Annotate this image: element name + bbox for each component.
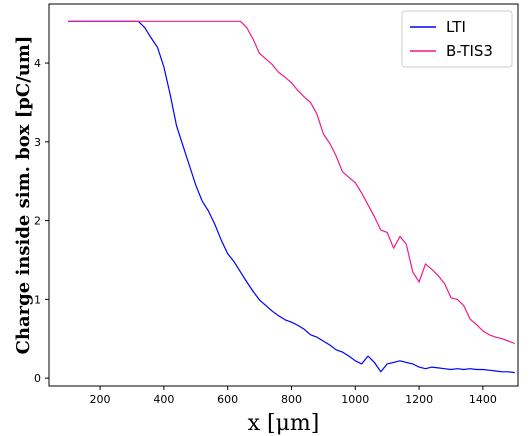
x-tick-label: 800 <box>281 393 302 406</box>
legend: LTI B-TIS3 <box>401 10 513 68</box>
y-tick-label: 4 <box>34 57 41 70</box>
y-tick-label: 2 <box>34 215 41 228</box>
legend-label: LTI <box>446 18 466 36</box>
y-axis-ticks: 0 1 2 3 4 <box>34 57 49 385</box>
x-axis-label: x [μm] <box>248 411 320 436</box>
y-tick-label: 3 <box>34 136 41 149</box>
x-tick-label: 400 <box>153 393 174 406</box>
series-line-2 <box>68 20 516 345</box>
x-tick-label: 1200 <box>405 393 433 406</box>
x-tick-label: 600 <box>217 393 238 406</box>
legend-label: B-TIS3 <box>446 42 493 60</box>
x-axis-ticks: 200 400 600 800 1000 1200 1400 <box>90 386 497 406</box>
y-tick-label: 0 <box>34 372 41 385</box>
plot-frame <box>48 3 519 387</box>
x-tick-label: 1400 <box>469 393 497 406</box>
y-tick-label: 1 <box>34 293 41 306</box>
legend-box <box>401 10 513 68</box>
y-axis-label: Charge inside sim. box [pC/um] <box>13 36 34 355</box>
x-tick-label: 1000 <box>341 393 369 406</box>
series-layer <box>68 20 516 374</box>
series-line-1 <box>68 20 515 374</box>
x-tick-label: 200 <box>90 393 111 406</box>
